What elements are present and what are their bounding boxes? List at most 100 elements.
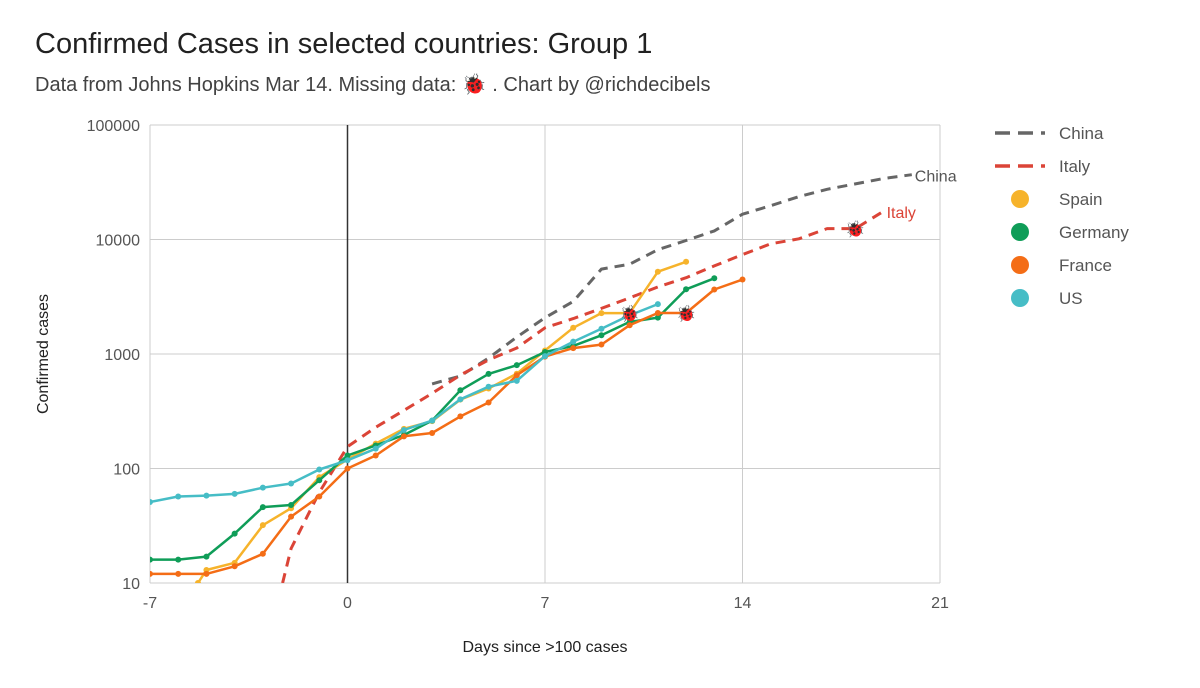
missing-data-marker: 🐞 bbox=[620, 304, 640, 323]
legend-item-china: China bbox=[995, 124, 1104, 143]
data-point-germany bbox=[203, 553, 210, 560]
series-spain bbox=[194, 258, 690, 583]
data-point-us bbox=[175, 493, 182, 500]
legend-swatch-germany bbox=[1011, 223, 1029, 241]
data-point-spain bbox=[194, 580, 201, 583]
y-tick-label: 10000 bbox=[96, 233, 141, 250]
data-point-france bbox=[203, 570, 210, 577]
data-point-france bbox=[570, 345, 577, 352]
series-line-italy bbox=[281, 209, 885, 583]
legend-label-italy: Italy bbox=[1059, 157, 1091, 176]
series-china bbox=[431, 173, 913, 386]
data-point-france bbox=[513, 372, 520, 379]
x-tick-label: 21 bbox=[931, 595, 949, 612]
data-point-germany bbox=[288, 501, 295, 508]
data-point-us bbox=[457, 396, 464, 403]
data-point-us bbox=[429, 417, 436, 424]
data-point-us bbox=[513, 377, 520, 384]
data-point-us bbox=[400, 426, 407, 433]
y-tick-label: 100 bbox=[113, 462, 140, 479]
legend-swatch-france bbox=[1011, 256, 1029, 274]
data-point-germany bbox=[316, 477, 323, 484]
x-tick-label: 0 bbox=[343, 595, 352, 612]
data-point-us bbox=[542, 353, 548, 360]
series-us bbox=[150, 301, 661, 505]
data-point-france bbox=[175, 570, 182, 577]
data-point-france bbox=[598, 341, 605, 348]
y-tick-label: 100000 bbox=[87, 118, 140, 135]
y-tick-label: 10 bbox=[122, 576, 140, 593]
data-point-france bbox=[429, 430, 436, 437]
data-point-germany bbox=[457, 387, 464, 394]
data-point-us bbox=[654, 301, 661, 308]
series-italy bbox=[281, 209, 885, 583]
chart-title: Confirmed Cases in selected countries: G… bbox=[35, 28, 653, 60]
missing-data-marker: 🐞 bbox=[676, 304, 696, 323]
data-point-france bbox=[400, 433, 407, 440]
data-point-us bbox=[485, 383, 492, 390]
legend-item-italy: Italy bbox=[995, 157, 1091, 176]
axis-layer: 10 100 1000 10000 100000 -7 0 7 14 21 Days since >… bbox=[35, 118, 949, 656]
data-point-france bbox=[150, 570, 153, 577]
legend-label-france: France bbox=[1059, 256, 1112, 275]
data-point-germany bbox=[259, 504, 266, 511]
series-france bbox=[150, 276, 746, 577]
data-point-germany bbox=[485, 370, 492, 377]
data-point-us bbox=[626, 312, 633, 319]
data-point-france bbox=[288, 513, 295, 520]
data-point-france bbox=[654, 309, 661, 316]
legend-label-us: US bbox=[1059, 289, 1083, 308]
data-point-spain bbox=[259, 522, 266, 529]
data-point-us bbox=[259, 484, 266, 491]
y-tick-label: 1000 bbox=[104, 347, 140, 364]
legend-swatch-spain bbox=[1011, 190, 1029, 208]
grid bbox=[149, 124, 941, 584]
x-tick-label: 14 bbox=[734, 595, 752, 612]
data-point-france bbox=[485, 399, 492, 406]
series-line-china bbox=[431, 173, 913, 386]
data-point-germany bbox=[513, 362, 520, 369]
data-point-germany bbox=[598, 332, 605, 339]
data-point-us bbox=[288, 480, 295, 487]
annotation-layer: China Italy 🐞 🐞 🐞 bbox=[620, 169, 957, 323]
data-point-germany bbox=[683, 286, 690, 293]
data-point-us bbox=[150, 498, 153, 505]
data-point-germany bbox=[344, 452, 351, 459]
end-label-italy: Italy bbox=[887, 205, 916, 222]
data-point-germany bbox=[175, 556, 182, 563]
data-point-germany bbox=[231, 530, 238, 537]
data-point-us bbox=[316, 466, 323, 473]
y-axis-label: Confirmed cases bbox=[35, 294, 52, 414]
data-point-us bbox=[231, 490, 238, 497]
data-point-france bbox=[259, 550, 266, 557]
series-line-france bbox=[150, 278, 743, 576]
legend-item-france: France bbox=[1011, 256, 1112, 275]
data-point-germany bbox=[711, 275, 718, 282]
legend-label-china: China bbox=[1059, 124, 1104, 143]
x-tick-label: -7 bbox=[143, 595, 157, 612]
data-point-france bbox=[316, 493, 323, 500]
data-point-france bbox=[372, 452, 379, 459]
x-tick-label: 7 bbox=[541, 595, 550, 612]
legend-item-spain: Spain bbox=[1011, 190, 1102, 209]
legend-item-germany: Germany bbox=[1011, 223, 1129, 242]
end-label-china: China bbox=[915, 169, 957, 186]
series-line-us bbox=[150, 302, 659, 504]
data-point-france bbox=[739, 276, 746, 283]
data-point-france bbox=[231, 563, 238, 570]
series-layer bbox=[150, 173, 913, 583]
missing-data-marker: 🐞 bbox=[845, 220, 865, 239]
data-point-spain bbox=[654, 268, 661, 275]
data-point-us bbox=[203, 492, 210, 499]
data-point-us bbox=[598, 325, 605, 332]
data-point-us bbox=[344, 457, 351, 464]
data-point-spain bbox=[683, 258, 690, 265]
data-point-germany bbox=[654, 314, 661, 321]
legend: China Italy Spain Germany France US bbox=[995, 124, 1129, 308]
legend-swatch-us bbox=[1011, 289, 1029, 307]
x-axis-label: Days since >100 cases bbox=[463, 639, 628, 656]
data-point-us bbox=[570, 338, 577, 345]
data-point-france bbox=[683, 309, 690, 316]
data-point-germany bbox=[150, 556, 153, 563]
